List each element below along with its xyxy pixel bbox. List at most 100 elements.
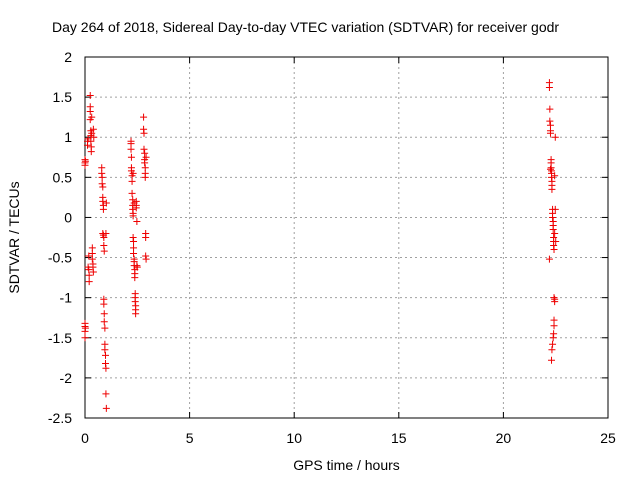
data-point bbox=[85, 252, 93, 260]
data-point bbox=[142, 234, 150, 241]
data-point bbox=[546, 129, 554, 137]
data-point bbox=[81, 157, 89, 165]
data-point bbox=[140, 113, 148, 121]
data-point bbox=[551, 298, 559, 306]
data-point bbox=[101, 346, 109, 354]
data-point bbox=[551, 229, 559, 237]
data-point bbox=[141, 159, 149, 167]
data-point bbox=[546, 117, 554, 125]
data-point bbox=[548, 356, 556, 364]
data-point bbox=[549, 225, 557, 233]
y-axis-label: SDTVAR / TECUs bbox=[6, 181, 22, 293]
data-point bbox=[142, 153, 150, 161]
data-point bbox=[84, 141, 92, 149]
data-point bbox=[81, 334, 89, 342]
data-point bbox=[102, 364, 110, 372]
data-point bbox=[129, 169, 137, 177]
data-point bbox=[98, 180, 106, 188]
y-tick-label: 0.5 bbox=[53, 169, 73, 185]
data-point bbox=[90, 133, 98, 141]
x-tick-label: 20 bbox=[496, 430, 512, 446]
data-point bbox=[545, 255, 553, 263]
grid bbox=[85, 57, 608, 418]
x-tick-label: 15 bbox=[391, 430, 407, 446]
data-point bbox=[102, 351, 110, 359]
data-point bbox=[551, 133, 559, 141]
data-point bbox=[142, 255, 150, 263]
data-point bbox=[130, 250, 138, 258]
data-point bbox=[130, 238, 138, 246]
data-point bbox=[101, 324, 109, 332]
data-point bbox=[549, 340, 557, 348]
data-point bbox=[100, 234, 108, 241]
data-point bbox=[550, 322, 558, 330]
x-tick-label: 5 bbox=[186, 430, 194, 446]
axis-ticks: 0 5 10 15 20 25 2 1.5 1 0.5 0 -0.5 -1 -1.5 -2 -2.5 bbox=[48, 49, 616, 446]
plot-frame bbox=[84, 56, 609, 419]
data-point bbox=[132, 204, 140, 212]
data-point bbox=[550, 246, 558, 254]
data-point bbox=[133, 263, 141, 271]
data-point bbox=[133, 217, 141, 225]
data-point bbox=[87, 148, 95, 156]
data-point bbox=[127, 145, 135, 153]
data-point bbox=[549, 334, 557, 342]
data-point bbox=[129, 212, 137, 220]
data-point bbox=[102, 404, 110, 412]
data-point bbox=[100, 247, 108, 255]
data-point bbox=[86, 108, 94, 116]
data-point bbox=[127, 153, 135, 161]
data-point bbox=[102, 199, 110, 207]
y-tick-label: -1.5 bbox=[48, 330, 72, 346]
x-tick-label: 10 bbox=[286, 430, 302, 446]
data-point bbox=[548, 185, 556, 193]
y-tick-label: 1.5 bbox=[53, 89, 73, 105]
y-tick-label: 0 bbox=[64, 209, 72, 225]
chart-title: Day 264 of 2018, Sidereal Day-to-day VTE… bbox=[52, 19, 559, 35]
x-tick-label: 25 bbox=[600, 430, 616, 446]
data-point bbox=[132, 310, 140, 318]
data-point bbox=[100, 300, 108, 308]
data-point bbox=[140, 129, 148, 137]
y-tick-label: -2 bbox=[60, 370, 73, 386]
data-point bbox=[550, 294, 558, 302]
y-tick-label: -1 bbox=[60, 290, 73, 306]
y-tick-label: 2 bbox=[64, 49, 72, 65]
data-point bbox=[89, 125, 97, 133]
y-tick-label: 1 bbox=[64, 129, 72, 145]
data-point bbox=[552, 238, 560, 246]
data-point bbox=[551, 205, 559, 213]
data-point bbox=[98, 173, 106, 181]
data-point bbox=[100, 318, 108, 326]
data-point bbox=[128, 189, 136, 197]
data-point bbox=[128, 177, 136, 185]
data-points bbox=[81, 79, 560, 412]
data-point bbox=[86, 92, 94, 100]
data-point bbox=[130, 199, 138, 207]
data-point bbox=[549, 213, 557, 221]
y-tick-label: -0.5 bbox=[48, 250, 72, 266]
data-point bbox=[99, 183, 107, 191]
data-point bbox=[99, 205, 107, 213]
data-point bbox=[141, 149, 149, 157]
data-point bbox=[141, 173, 149, 181]
x-axis-label: GPS time / hours bbox=[293, 457, 400, 473]
data-point bbox=[102, 390, 110, 398]
data-point bbox=[85, 271, 93, 279]
data-point bbox=[81, 324, 89, 332]
data-point bbox=[88, 255, 96, 263]
data-point bbox=[551, 172, 559, 180]
data-point bbox=[546, 165, 554, 173]
data-point bbox=[88, 129, 96, 137]
data-point bbox=[546, 105, 554, 113]
data-point bbox=[85, 278, 93, 286]
data-point bbox=[102, 229, 110, 237]
data-point bbox=[89, 268, 97, 276]
data-point bbox=[88, 113, 96, 121]
x-tick-label: 0 bbox=[81, 430, 89, 446]
data-point bbox=[131, 274, 139, 282]
data-point bbox=[100, 310, 108, 318]
data-point bbox=[99, 197, 107, 205]
data-point bbox=[548, 346, 556, 354]
